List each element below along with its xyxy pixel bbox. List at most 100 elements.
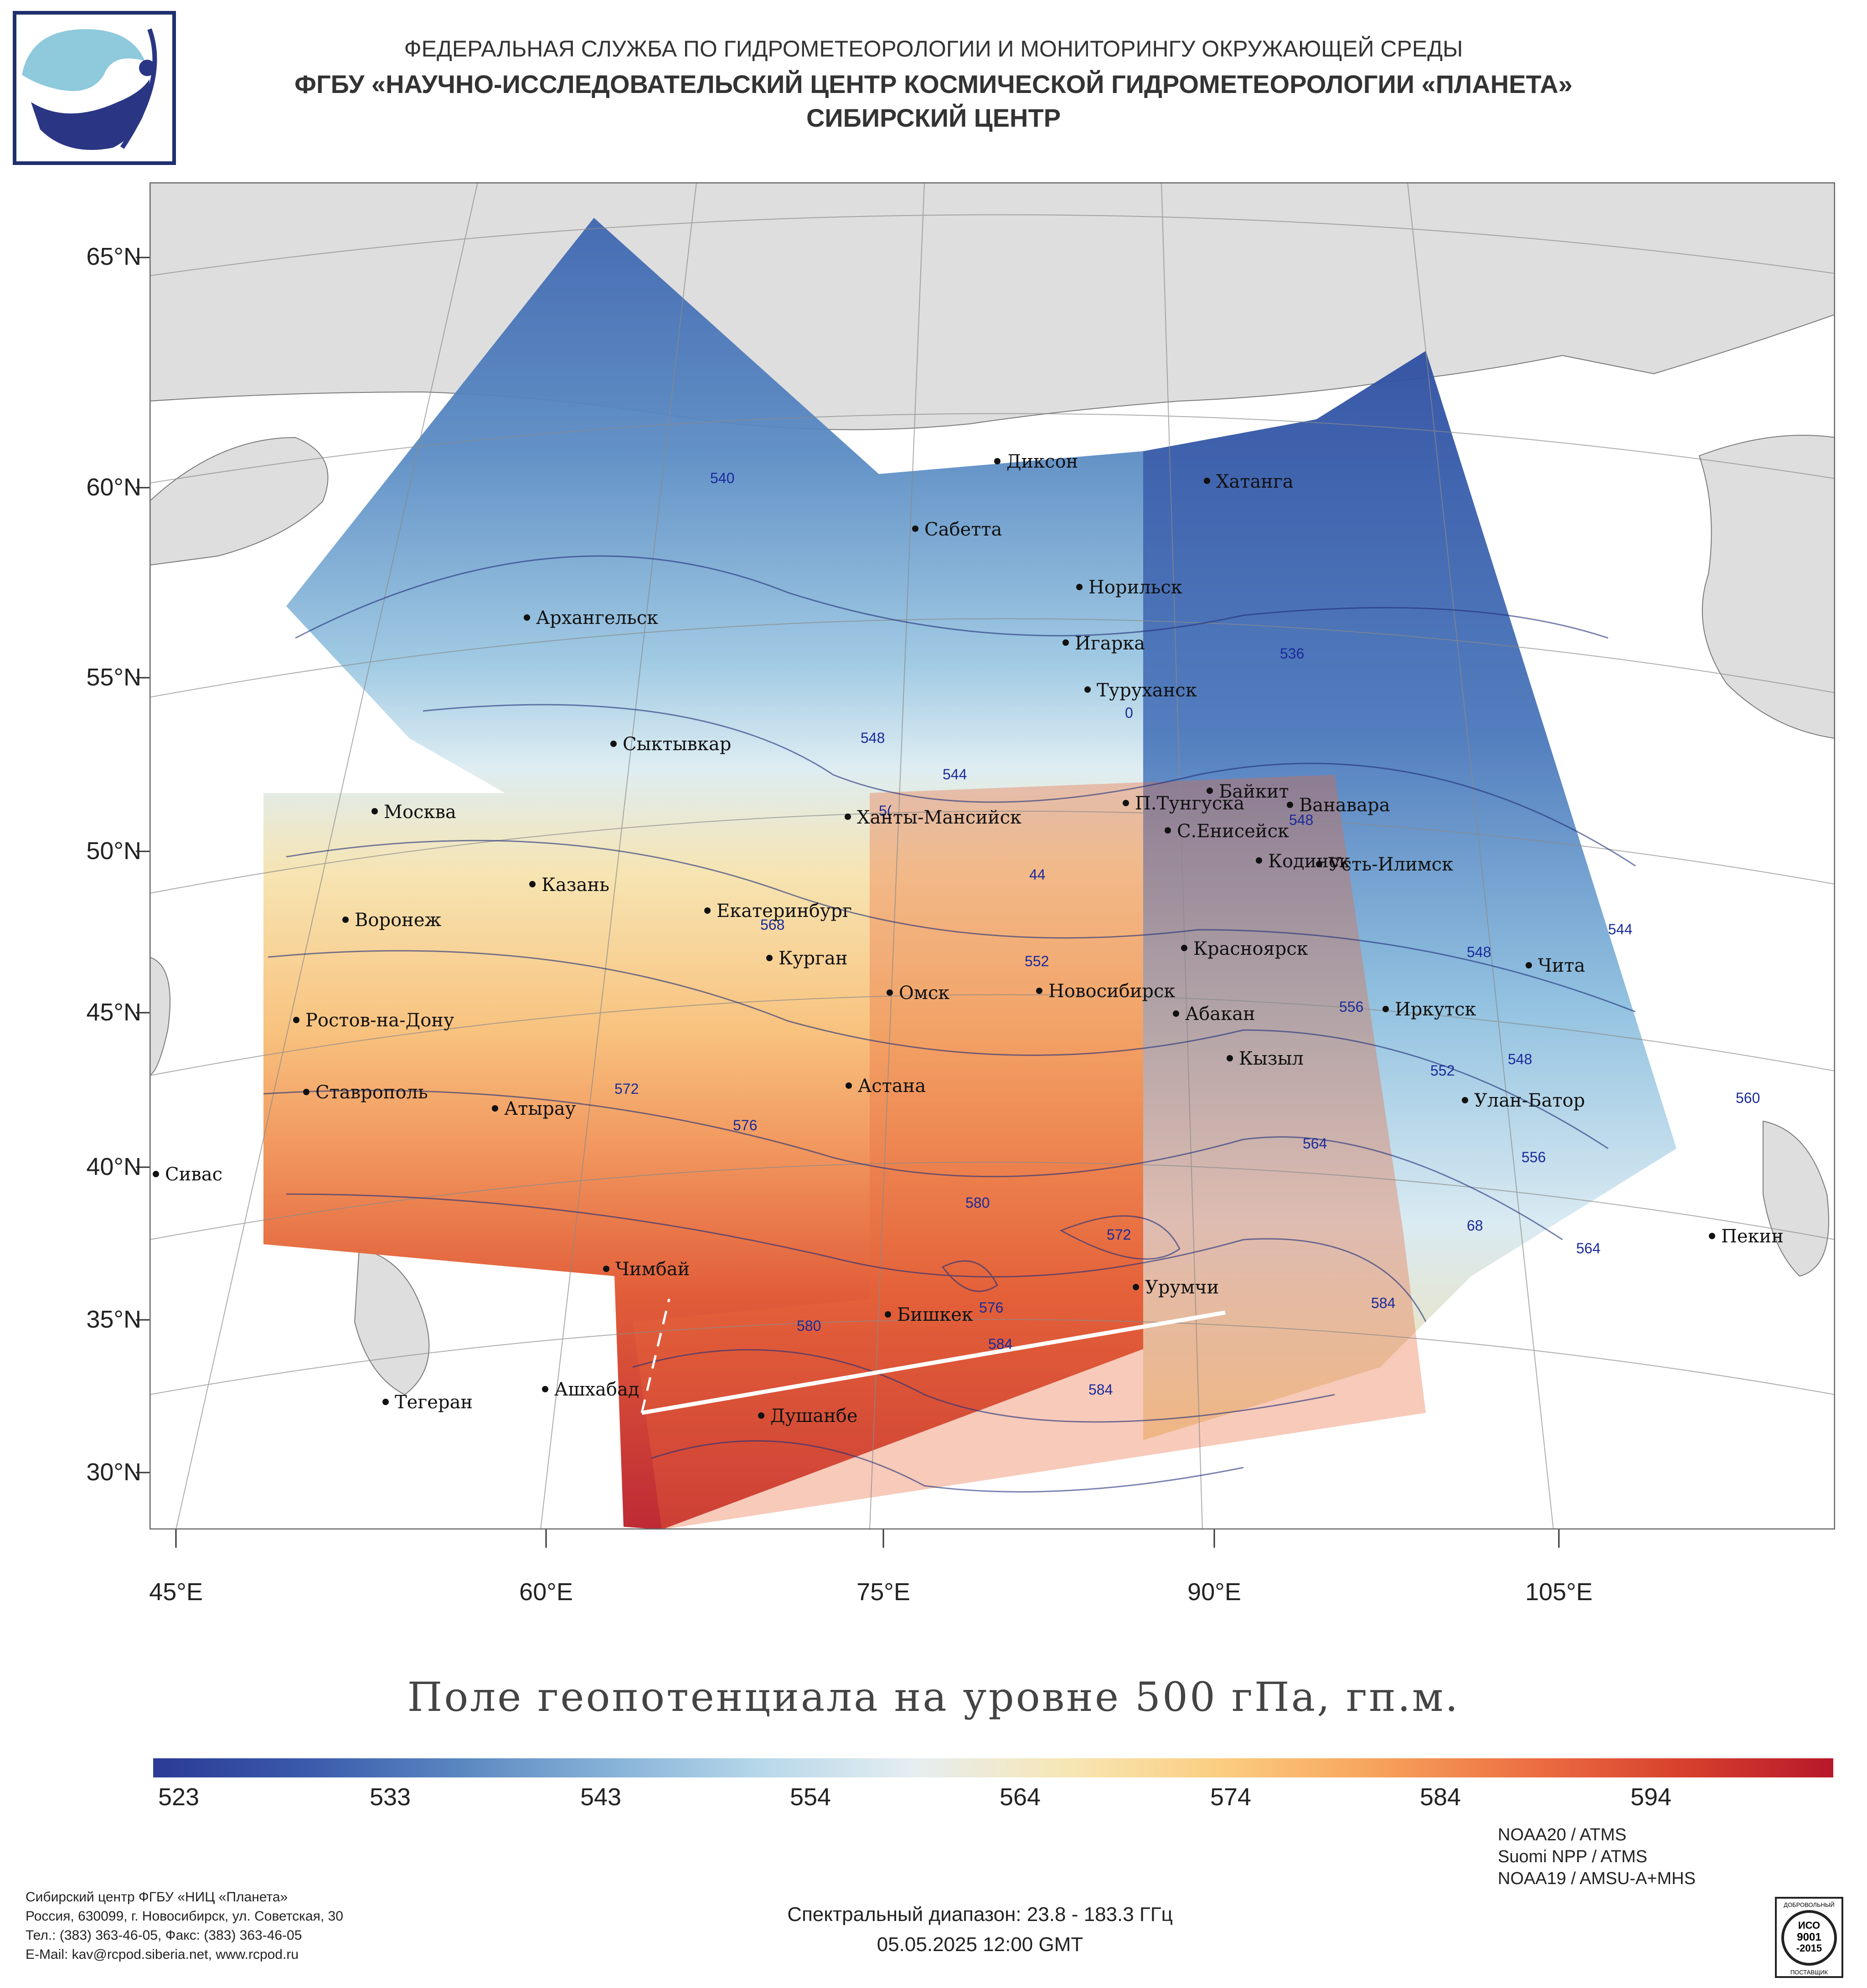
lon-label-60: 60°E [519,1578,573,1606]
lon-label-75: 75°E [856,1578,910,1606]
colorbar-tick: 594 [1630,1783,1672,1811]
city-label: Курган [779,948,848,969]
lat-label-35: 35°N [86,1306,141,1333]
city-label: Чита [1538,955,1585,976]
contour-label: 572 [614,1081,639,1097]
contour-label: 584 [1371,1295,1395,1311]
contour-label: 576 [733,1117,757,1133]
lat-label-40: 40°N [86,1153,141,1180]
colorbar-tick: 533 [369,1783,411,1811]
city-label: Байкит [1219,781,1289,802]
contact-address: Сибирский центр ФГБУ «НИЦ «Планета» Росс… [26,1888,343,1964]
contour-label: 564 [1576,1240,1600,1257]
observation-datetime: 05.05.2025 12:00 GMT [877,1933,1083,1956]
contour-label: 556 [1521,1149,1546,1165]
city-label: Сивас [165,1164,222,1185]
city-label: Урумчи [1145,1277,1219,1298]
lat-label-55: 55°N [86,664,141,691]
city-label: Атырау [504,1098,576,1119]
contour-label: 548 [1467,944,1491,960]
contour-label: 536 [1280,645,1304,662]
contour-label: 572 [1107,1226,1131,1243]
contour-label: 544 [1608,921,1632,937]
city-label: Кызыл [1239,1048,1304,1069]
city-label: Бишкек [897,1304,973,1325]
contour-label: 540 [710,470,734,486]
city-label: С.Енисейск [1177,821,1289,842]
contour-label: 564 [1303,1135,1327,1152]
contour-label: 0 [1125,705,1133,721]
lon-label-105: 105°E [1525,1578,1593,1606]
center-title: ФГБУ «НАУЧНО-ИССЛЕДОВАТЕЛЬСКИЙ ЦЕНТР КОС… [294,70,1573,98]
lon-label-45: 45°E [149,1578,203,1606]
city-label: Тегеран [395,1392,473,1413]
colorbar [153,1758,1833,1777]
city-label: Казань [542,875,609,896]
contour-label: 548 [1508,1051,1532,1067]
city-label: Норильск [1088,577,1182,598]
city-label: Душанбе [770,1406,858,1427]
city-label: Пекин [1721,1226,1784,1247]
address-line: E-Mail: kav@rcpod.siberia.net, www.rcpod… [26,1947,299,1962]
city-label: Ростов-на-Дону [305,1010,454,1031]
contour-label: 5( [879,803,892,819]
map-title: Поле геопотенциала на уровне 500 гПа, гп… [407,1674,1460,1720]
city-label: Ставрополь [315,1082,428,1103]
agency-title: ФЕДЕРАЛЬНАЯ СЛУЖБА ПО ГИДРОМЕТЕОРОЛОГИИ … [404,36,1463,62]
address-line: Тел.: (383) 363-46-05, Факс: (383) 363-4… [26,1928,302,1943]
city-label: Хатанга [1216,471,1294,492]
city-label: Ванавара [1299,795,1390,816]
subcenter-title: СИБИРСКИЙ ЦЕНТР [806,103,1061,132]
contour-label: 584 [1088,1381,1113,1398]
lon-label-90: 90°E [1187,1578,1241,1606]
contour-label: 544 [943,766,967,783]
colorbar-tick: 564 [999,1783,1041,1811]
city-label: Новосибирск [1048,981,1175,1002]
colorbar-tick: 523 [158,1783,200,1811]
city-label: Усть-Илимск [1328,854,1453,875]
contour-label: 552 [1430,1062,1454,1079]
contour-label: 580 [965,1195,990,1211]
city-label: Сабетта [924,519,1002,540]
iso-text: 9001 [1797,1931,1821,1943]
iso-text: ДОБРОВОЛЬНЫЙ [1784,1901,1834,1908]
satellite-list: NOAA20 / ATMS Suomi NPP / ATMS NOAA19 / … [1498,1824,1696,1890]
contour-label: 44 [1029,866,1046,883]
colorbar-tick: 574 [1210,1783,1252,1811]
contour-label: 552 [1025,953,1049,969]
lat-label-50: 50°N [86,837,141,865]
city-label: Абакан [1185,1004,1255,1025]
city-label: Архангельск [536,608,658,628]
city-label: Диксон [1006,451,1078,472]
iso-certification-badge: ДОБРОВОЛЬНЫЙ ИСО 9001 -2015 ПОСТАВЩИК [1775,1897,1843,1978]
iso-text: ПОСТАВЩИК [1790,1969,1828,1976]
city-label: П.Тунгуска [1135,793,1244,814]
satellite-item: NOAA19 / AMSU-A+MHS [1498,1869,1696,1888]
city-label: Ашхабад [554,1379,639,1400]
planeta-logo [13,11,176,165]
contour-label: 68 [1467,1217,1483,1234]
address-line: Сибирский центр ФГБУ «НИЦ «Планета» [26,1890,288,1905]
iso-text: -2015 [1796,1942,1822,1954]
contour-label: 560 [1736,1090,1760,1106]
satellite-item: Suomi NPP / ATMS [1498,1847,1648,1866]
city-label: Астана [858,1076,926,1097]
spectral-range: Спектральный диапазон: 23.8 - 183.3 ГГц [787,1903,1173,1926]
city-label: Екатеринбург [717,901,852,922]
address-line: Россия, 630099, г. Новосибирск, ул. Сове… [26,1909,343,1924]
lon-ticks [175,1530,1560,1548]
colorbar-tick: 584 [1419,1783,1461,1811]
lat-label-30: 30°N [86,1458,141,1486]
contour-label: 576 [979,1299,1003,1316]
contour-label: 548 [861,730,885,746]
city-label: Игарка [1075,633,1145,654]
colorbar-tick: 543 [580,1783,622,1811]
city-label: Туруханск [1097,680,1197,701]
contour-label: 556 [1339,999,1363,1015]
lat-label-45: 45°N [86,999,141,1026]
contour-label: 580 [797,1318,821,1334]
city-label: Омск [899,983,949,1004]
geopotential-map: 540 536 548 544 0 5( 44 548 568 552 556 … [150,182,1835,1530]
contour-label: 548 [1289,812,1313,828]
contour-label: 568 [760,917,784,933]
